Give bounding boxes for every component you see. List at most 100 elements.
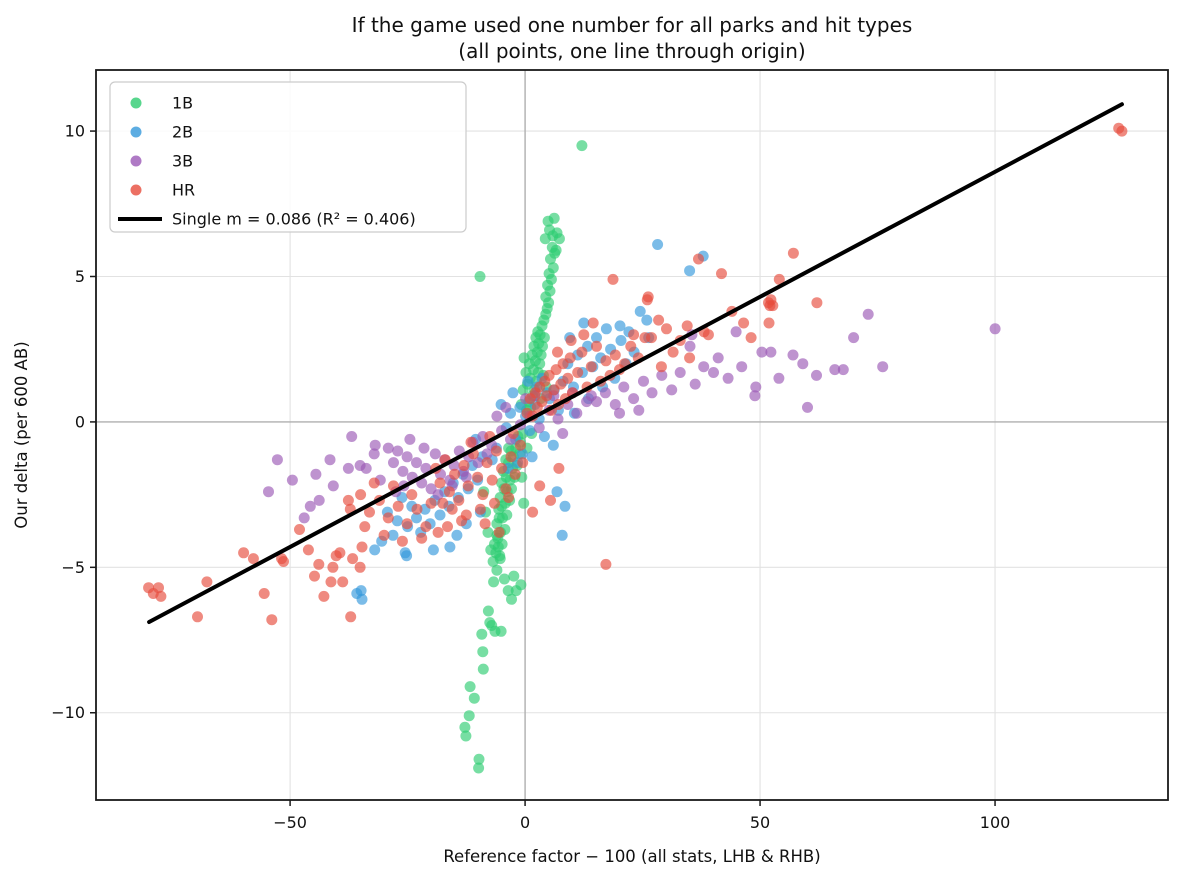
data-point (334, 547, 346, 559)
data-point (474, 503, 486, 515)
data-point (652, 239, 664, 250)
y-axis-label: Our delta (per 600 AB) (12, 341, 31, 528)
data-point (681, 320, 693, 332)
legend-box (109, 81, 467, 233)
data-point (278, 556, 289, 567)
data-point (488, 576, 500, 588)
data-point (456, 515, 468, 527)
data-point (271, 454, 283, 466)
data-point (811, 297, 823, 309)
data-point (515, 579, 527, 591)
data-point (318, 590, 330, 602)
data-point (500, 471, 512, 483)
data-point (247, 553, 259, 565)
data-point (862, 308, 874, 320)
data-point (576, 140, 588, 152)
data-point (526, 451, 538, 463)
data-point (444, 541, 456, 553)
data-point (368, 477, 380, 489)
legend-marker-1B (130, 97, 142, 109)
data-point (877, 361, 889, 373)
x-tick-label: −50 (273, 813, 307, 832)
data-point (449, 468, 461, 480)
data-point (749, 390, 761, 402)
data-point (401, 518, 413, 530)
data-point (527, 506, 539, 518)
data-point (346, 431, 358, 442)
data-point (797, 358, 809, 370)
data-point (369, 439, 381, 451)
data-point (547, 262, 559, 274)
data-point (451, 529, 463, 541)
data-point (425, 497, 437, 509)
data-point (437, 497, 449, 509)
data-point (201, 576, 213, 588)
data-point (432, 489, 444, 501)
data-point (485, 544, 497, 556)
data-point (490, 445, 502, 457)
data-point (565, 335, 577, 346)
data-point (468, 692, 480, 704)
data-point (486, 474, 498, 486)
data-point (763, 317, 775, 329)
data-point (534, 480, 546, 492)
data-point (773, 273, 785, 285)
data-point (327, 480, 339, 492)
data-point (472, 457, 484, 469)
data-point (310, 468, 322, 480)
data-point (591, 340, 602, 352)
data-point (520, 367, 532, 378)
data-point (477, 646, 489, 658)
legend: 1B 2B 3B HR Single m = 0.086 (R² = 0.406) (109, 81, 467, 233)
data-point (355, 489, 367, 501)
data-point (787, 247, 799, 259)
data-point (472, 471, 484, 483)
data-point (738, 317, 750, 329)
data-point (517, 384, 529, 396)
data-point (481, 448, 493, 460)
data-point (578, 317, 590, 329)
data-point (495, 625, 507, 637)
data-point (463, 710, 475, 722)
data-point (551, 486, 563, 498)
data-point (615, 335, 627, 346)
data-point (462, 480, 474, 492)
data-point (345, 611, 357, 623)
plot-title-line1: If the game used one number for all park… (352, 13, 913, 37)
data-point (524, 425, 536, 437)
plot-title-line2: (all points, one line through origin) (458, 39, 805, 63)
data-point (634, 305, 646, 317)
data-point (473, 753, 485, 765)
data-point (745, 332, 757, 344)
data-point (571, 407, 583, 419)
data-point (500, 401, 512, 413)
data-point (628, 329, 640, 341)
data-point (559, 500, 571, 512)
data-point (460, 471, 472, 483)
data-point (476, 628, 488, 640)
data-point (532, 326, 544, 338)
data-point (482, 605, 494, 617)
data-point (238, 547, 250, 559)
data-point (324, 454, 336, 466)
data-point (411, 503, 423, 515)
data-point (404, 433, 416, 445)
data-point (585, 361, 597, 373)
data-point (388, 457, 399, 469)
data-point (765, 346, 777, 358)
data-point (736, 361, 748, 373)
data-point (489, 497, 500, 509)
data-point (479, 518, 491, 530)
data-point (484, 617, 496, 629)
fit-line (147, 102, 1124, 625)
data-point (458, 460, 470, 471)
data-point (642, 291, 654, 303)
data-point (730, 326, 742, 338)
data-point (434, 477, 446, 489)
data-point (369, 544, 381, 556)
data-point (391, 515, 403, 527)
data-point (342, 494, 354, 506)
data-point (446, 503, 458, 515)
data-point (493, 526, 505, 538)
